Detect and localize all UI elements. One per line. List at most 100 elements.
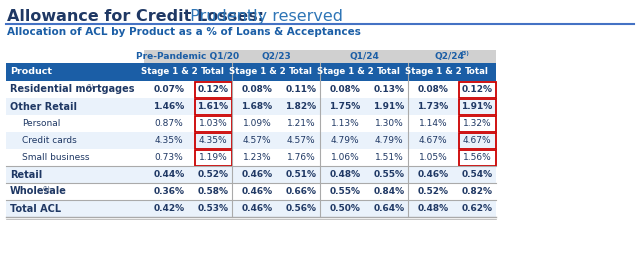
Text: 4.79%: 4.79%	[331, 136, 359, 145]
Text: Stage 1 & 2: Stage 1 & 2	[228, 67, 285, 76]
Text: 0.08%: 0.08%	[241, 85, 273, 94]
Bar	[6, 115, 496, 132]
Text: 4.67%: 4.67%	[463, 136, 492, 145]
Text: 1.91%: 1.91%	[373, 102, 404, 111]
Text: 0.46%: 0.46%	[417, 170, 449, 179]
Text: 0.62%: 0.62%	[461, 204, 493, 213]
Text: 0.55%: 0.55%	[374, 170, 404, 179]
Text: Product: Product	[10, 67, 52, 76]
Text: 0.56%: 0.56%	[285, 204, 317, 213]
Text: 0.46%: 0.46%	[241, 204, 273, 213]
Text: Retail: Retail	[10, 169, 42, 180]
Text: 0.66%: 0.66%	[285, 187, 317, 196]
Text: Total: Total	[289, 67, 313, 76]
Text: 0.07%: 0.07%	[154, 85, 184, 94]
Text: Credit cards: Credit cards	[22, 136, 77, 145]
Text: 0.48%: 0.48%	[417, 204, 449, 213]
Bar	[458, 82, 495, 97]
Text: 1.82%: 1.82%	[285, 102, 317, 111]
Bar	[320, 50, 408, 63]
Bar	[6, 98, 496, 115]
Text: 1.46%: 1.46%	[154, 102, 184, 111]
Text: 1.13%: 1.13%	[331, 119, 360, 128]
Text: 4.57%: 4.57%	[287, 136, 316, 145]
Bar	[232, 50, 320, 63]
Text: Total ACL: Total ACL	[10, 203, 61, 214]
Text: Pre-Pandemic Q1/20: Pre-Pandemic Q1/20	[136, 52, 239, 61]
Text: 0.50%: 0.50%	[330, 204, 360, 213]
Text: 0.52%: 0.52%	[198, 170, 228, 179]
Text: 0.52%: 0.52%	[417, 187, 449, 196]
Bar	[6, 132, 496, 149]
Text: Total: Total	[201, 67, 225, 76]
Text: 0.54%: 0.54%	[461, 170, 493, 179]
Text: 4.67%: 4.67%	[419, 136, 447, 145]
Text: Allowance for Credit Losses:: Allowance for Credit Losses:	[7, 9, 264, 24]
Text: 1.68%: 1.68%	[241, 102, 273, 111]
Text: 4.35%: 4.35%	[155, 136, 183, 145]
Text: 0.73%: 0.73%	[155, 153, 184, 162]
Text: 0.46%: 0.46%	[241, 187, 273, 196]
Text: 1.75%: 1.75%	[330, 102, 360, 111]
Text: 0.84%: 0.84%	[373, 187, 404, 196]
Bar	[195, 98, 232, 115]
Bar	[144, 50, 232, 63]
Text: 4.79%: 4.79%	[374, 136, 403, 145]
Text: 4.35%: 4.35%	[198, 136, 227, 145]
Text: 0.48%: 0.48%	[330, 170, 360, 179]
Text: 1.56%: 1.56%	[463, 153, 492, 162]
Text: Personal: Personal	[22, 119, 60, 128]
Text: 0.46%: 0.46%	[241, 170, 273, 179]
Text: Small business: Small business	[22, 153, 90, 162]
Text: Wholesale: Wholesale	[10, 187, 67, 196]
Text: 1.76%: 1.76%	[287, 153, 316, 162]
Bar	[6, 149, 496, 166]
Text: 1.19%: 1.19%	[198, 153, 227, 162]
Bar	[408, 50, 496, 63]
Text: 0.42%: 0.42%	[154, 204, 184, 213]
Text: 0.12%: 0.12%	[198, 85, 228, 94]
Text: 0.36%: 0.36%	[154, 187, 184, 196]
Text: Total: Total	[377, 67, 401, 76]
Text: Q2/24: Q2/24	[434, 52, 464, 61]
Text: Stage 1 & 2: Stage 1 & 2	[317, 67, 373, 76]
Text: 0.58%: 0.58%	[198, 187, 228, 196]
Text: 0.44%: 0.44%	[154, 170, 184, 179]
Text: 1.09%: 1.09%	[243, 119, 271, 128]
Text: Residential mortgages: Residential mortgages	[10, 85, 134, 94]
Bar	[6, 183, 496, 200]
Text: 1.91%: 1.91%	[461, 102, 493, 111]
Text: 1.30%: 1.30%	[374, 119, 403, 128]
Bar	[6, 200, 496, 217]
Text: Total: Total	[465, 67, 489, 76]
Text: Stage 1 & 2: Stage 1 & 2	[141, 67, 197, 76]
Text: 0.87%: 0.87%	[155, 119, 184, 128]
Text: 1.14%: 1.14%	[419, 119, 447, 128]
Text: Other Retail: Other Retail	[10, 101, 77, 112]
Text: 0.51%: 0.51%	[285, 170, 317, 179]
Text: 0.12%: 0.12%	[461, 85, 493, 94]
Bar	[458, 98, 495, 115]
Text: (3): (3)	[461, 51, 469, 57]
Bar	[6, 166, 496, 183]
Text: 0.08%: 0.08%	[330, 85, 360, 94]
Text: 0.13%: 0.13%	[374, 85, 404, 94]
Text: 1.32%: 1.32%	[463, 119, 492, 128]
Text: Stage 1 & 2: Stage 1 & 2	[404, 67, 461, 76]
Text: Q1/24: Q1/24	[349, 52, 379, 61]
Text: 0.64%: 0.64%	[373, 204, 404, 213]
Bar	[195, 132, 232, 149]
Text: 1.03%: 1.03%	[198, 119, 227, 128]
Bar	[458, 150, 495, 165]
Text: Allocation of ACL by Product as a % of Loans & Acceptances: Allocation of ACL by Product as a % of L…	[7, 27, 361, 37]
Text: 1.51%: 1.51%	[374, 153, 403, 162]
Bar	[195, 82, 232, 97]
Text: 0.55%: 0.55%	[330, 187, 360, 196]
Text: 4.57%: 4.57%	[243, 136, 271, 145]
Text: 1.73%: 1.73%	[417, 102, 449, 111]
Text: 0.08%: 0.08%	[417, 85, 449, 94]
Bar	[195, 116, 232, 131]
Text: (1): (1)	[43, 186, 51, 191]
Text: Prudently reserved: Prudently reserved	[185, 9, 343, 24]
Text: 1.05%: 1.05%	[419, 153, 447, 162]
